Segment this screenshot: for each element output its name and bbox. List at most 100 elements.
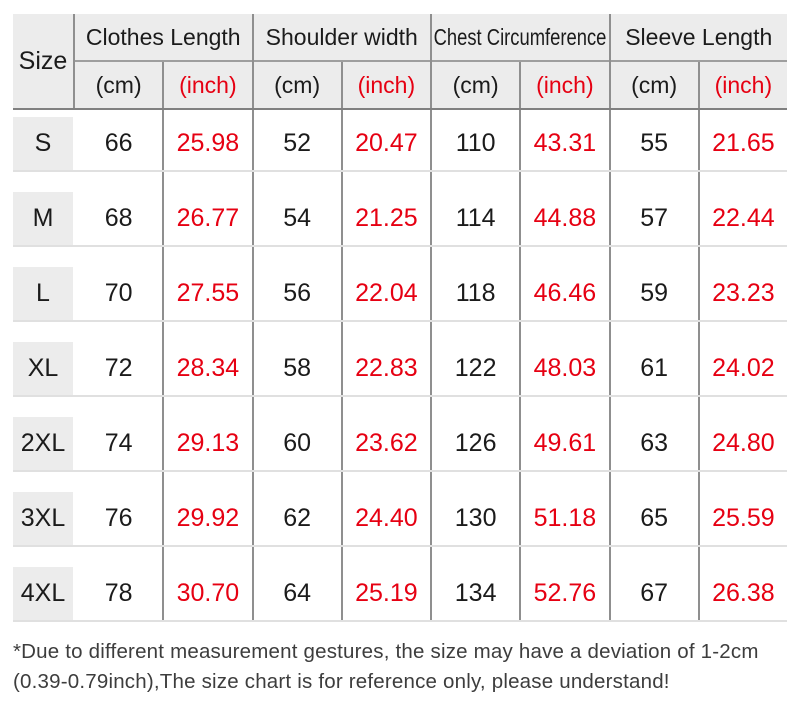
table-row: 2XL 74 29.13 60 23.62 126 49.61 63 24.80: [13, 397, 787, 472]
size-label: M: [13, 192, 73, 245]
value-cell-inch: 22.04: [340, 247, 430, 320]
value-cell-inch: 49.61: [519, 397, 608, 470]
size-cell: M: [13, 172, 75, 245]
value-cell-inch: 30.70: [162, 547, 251, 620]
unit-label-cm: (cm): [95, 71, 142, 98]
value-cell-cm: 64: [251, 547, 341, 620]
value-cell-cm: 67: [608, 547, 698, 620]
unit-row: (cm) (inch): [432, 62, 609, 108]
value-cell-cm: 134: [430, 547, 519, 620]
size-cell: 3XL: [13, 472, 75, 545]
size-cell: L: [13, 247, 75, 320]
value-cell-cm: 68: [104, 204, 133, 232]
value-cell-cm: 72: [104, 354, 133, 382]
value-cell-inch: 28.34: [162, 322, 251, 395]
value-cell-cm: 58: [251, 322, 341, 395]
table-row: M 68 26.77 54 21.25 114 44.88 57 22.44: [13, 172, 787, 247]
table-row: 4XL 78 30.70 64 25.19 134 52.76 67 26.38: [13, 547, 787, 622]
value-cell-cm: 78: [104, 579, 133, 607]
size-cell: S: [13, 110, 75, 170]
size-label: L: [13, 267, 73, 320]
value-cell-inch: 22.83: [340, 322, 430, 395]
value-cell-cm: 61: [608, 322, 698, 395]
unit-row: (cm) (inch): [611, 62, 788, 108]
table-row: XL 72 28.34 58 22.83 122 48.03 61 24.02: [13, 322, 787, 397]
value-cell-cm: 56: [251, 247, 341, 320]
value-cell-inch: 23.62: [340, 397, 430, 470]
group-clothes-length: Clothes Length (cm) (inch): [75, 14, 252, 108]
value-cell-cm: 114: [430, 172, 519, 245]
value-cell-cm: 74: [104, 429, 133, 457]
value-cell-cm: 122: [430, 322, 519, 395]
group-shoulder-width: Shoulder width (cm) (inch): [251, 14, 431, 108]
table-row: S 66 25.98 52 20.47 110 43.31 55 21.65: [13, 110, 787, 172]
value-cell-inch: 46.46: [519, 247, 608, 320]
group-header-chest-circumference-text: Chest Circumference: [433, 23, 607, 50]
size-label: S: [13, 117, 73, 170]
unit-label-cm: (cm): [274, 71, 321, 98]
value-cell-inch: 21.25: [340, 172, 430, 245]
table-body: S 66 25.98 52 20.47 110 43.31 55 21.65 M 68 26.77 54…: [13, 110, 787, 622]
footnote: *Due to different measurement gestures, …: [13, 622, 787, 697]
size-cell: XL: [13, 322, 75, 395]
value-cell-cm: 55: [608, 110, 698, 170]
unit-row: (cm) (inch): [75, 62, 252, 108]
size-column-header: Size: [13, 14, 75, 108]
size-label: XL: [13, 342, 73, 395]
unit-label-inch: (inch): [519, 62, 608, 108]
group-header-sleeve-length: Sleeve Length: [610, 14, 787, 62]
unit-label-cm: (cm): [631, 71, 678, 98]
group-chest-circumference: Chest Circumference (cm) (inch): [430, 14, 609, 108]
group-header-chest-circumference: Chest Circumference: [432, 14, 609, 62]
table-row: 3XL 76 29.92 62 24.40 130 51.18 65 25.59: [13, 472, 787, 547]
value-cell-cm: 130: [430, 472, 519, 545]
size-cell: 2XL: [13, 397, 75, 470]
size-label: 2XL: [13, 417, 73, 470]
value-cell-inch: 24.80: [697, 397, 787, 470]
value-cell-inch: 25.98: [162, 110, 251, 170]
group-header-clothes-length: Clothes Length: [75, 14, 252, 62]
value-cell-inch: 20.47: [340, 110, 430, 170]
value-cell-inch: 52.76: [519, 547, 608, 620]
value-cell-cm: 54: [251, 172, 341, 245]
value-cell-inch: 29.13: [162, 397, 251, 470]
footnote-line-1: *Due to different measurement gestures, …: [13, 640, 759, 663]
value-cell-inch: 44.88: [519, 172, 608, 245]
value-cell-cm: 60: [251, 397, 341, 470]
value-cell-inch: 43.31: [519, 110, 608, 170]
value-cell-cm: 57: [608, 172, 698, 245]
value-cell-cm: 62: [251, 472, 341, 545]
value-cell-inch: 48.03: [519, 322, 608, 395]
unit-label-cm: (cm): [452, 71, 499, 98]
value-cell-cm: 65: [608, 472, 698, 545]
value-cell-cm: 126: [430, 397, 519, 470]
size-label: 3XL: [13, 492, 73, 545]
value-cell-inch: 23.23: [697, 247, 787, 320]
value-cell-cm: 63: [608, 397, 698, 470]
group-sleeve-length: Sleeve Length (cm) (inch): [608, 14, 788, 108]
unit-row: (cm) (inch): [254, 62, 431, 108]
group-header-shoulder-width: Shoulder width: [253, 14, 430, 62]
value-cell-inch: 26.77: [162, 172, 251, 245]
value-cell-cm: 118: [430, 247, 519, 320]
value-cell-inch: 25.59: [697, 472, 787, 545]
value-cell-cm: 59: [608, 247, 698, 320]
footnote-line-2: (0.39-0.79inch),The size chart is for re…: [13, 670, 670, 693]
value-cell-cm: 66: [104, 129, 133, 157]
size-label: 4XL: [13, 567, 73, 620]
value-cell-cm: 52: [251, 110, 341, 170]
value-cell-inch: 25.19: [340, 547, 430, 620]
value-cell-inch: 27.55: [162, 247, 251, 320]
unit-label-inch: (inch): [340, 62, 430, 108]
value-cell-inch: 51.18: [519, 472, 608, 545]
unit-label-inch: (inch): [697, 62, 787, 108]
value-cell-inch: 29.92: [162, 472, 251, 545]
size-cell: 4XL: [13, 547, 75, 620]
value-cell-inch: 22.44: [697, 172, 787, 245]
table-row: L 70 27.55 56 22.04 118 46.46 59 23.23: [13, 247, 787, 322]
size-chart-table: Size Clothes Length (cm) (inch) Shoulder…: [13, 14, 787, 622]
value-cell-inch: 24.02: [697, 322, 787, 395]
value-cell-inch: 21.65: [697, 110, 787, 170]
value-cell-cm: 70: [104, 279, 133, 307]
